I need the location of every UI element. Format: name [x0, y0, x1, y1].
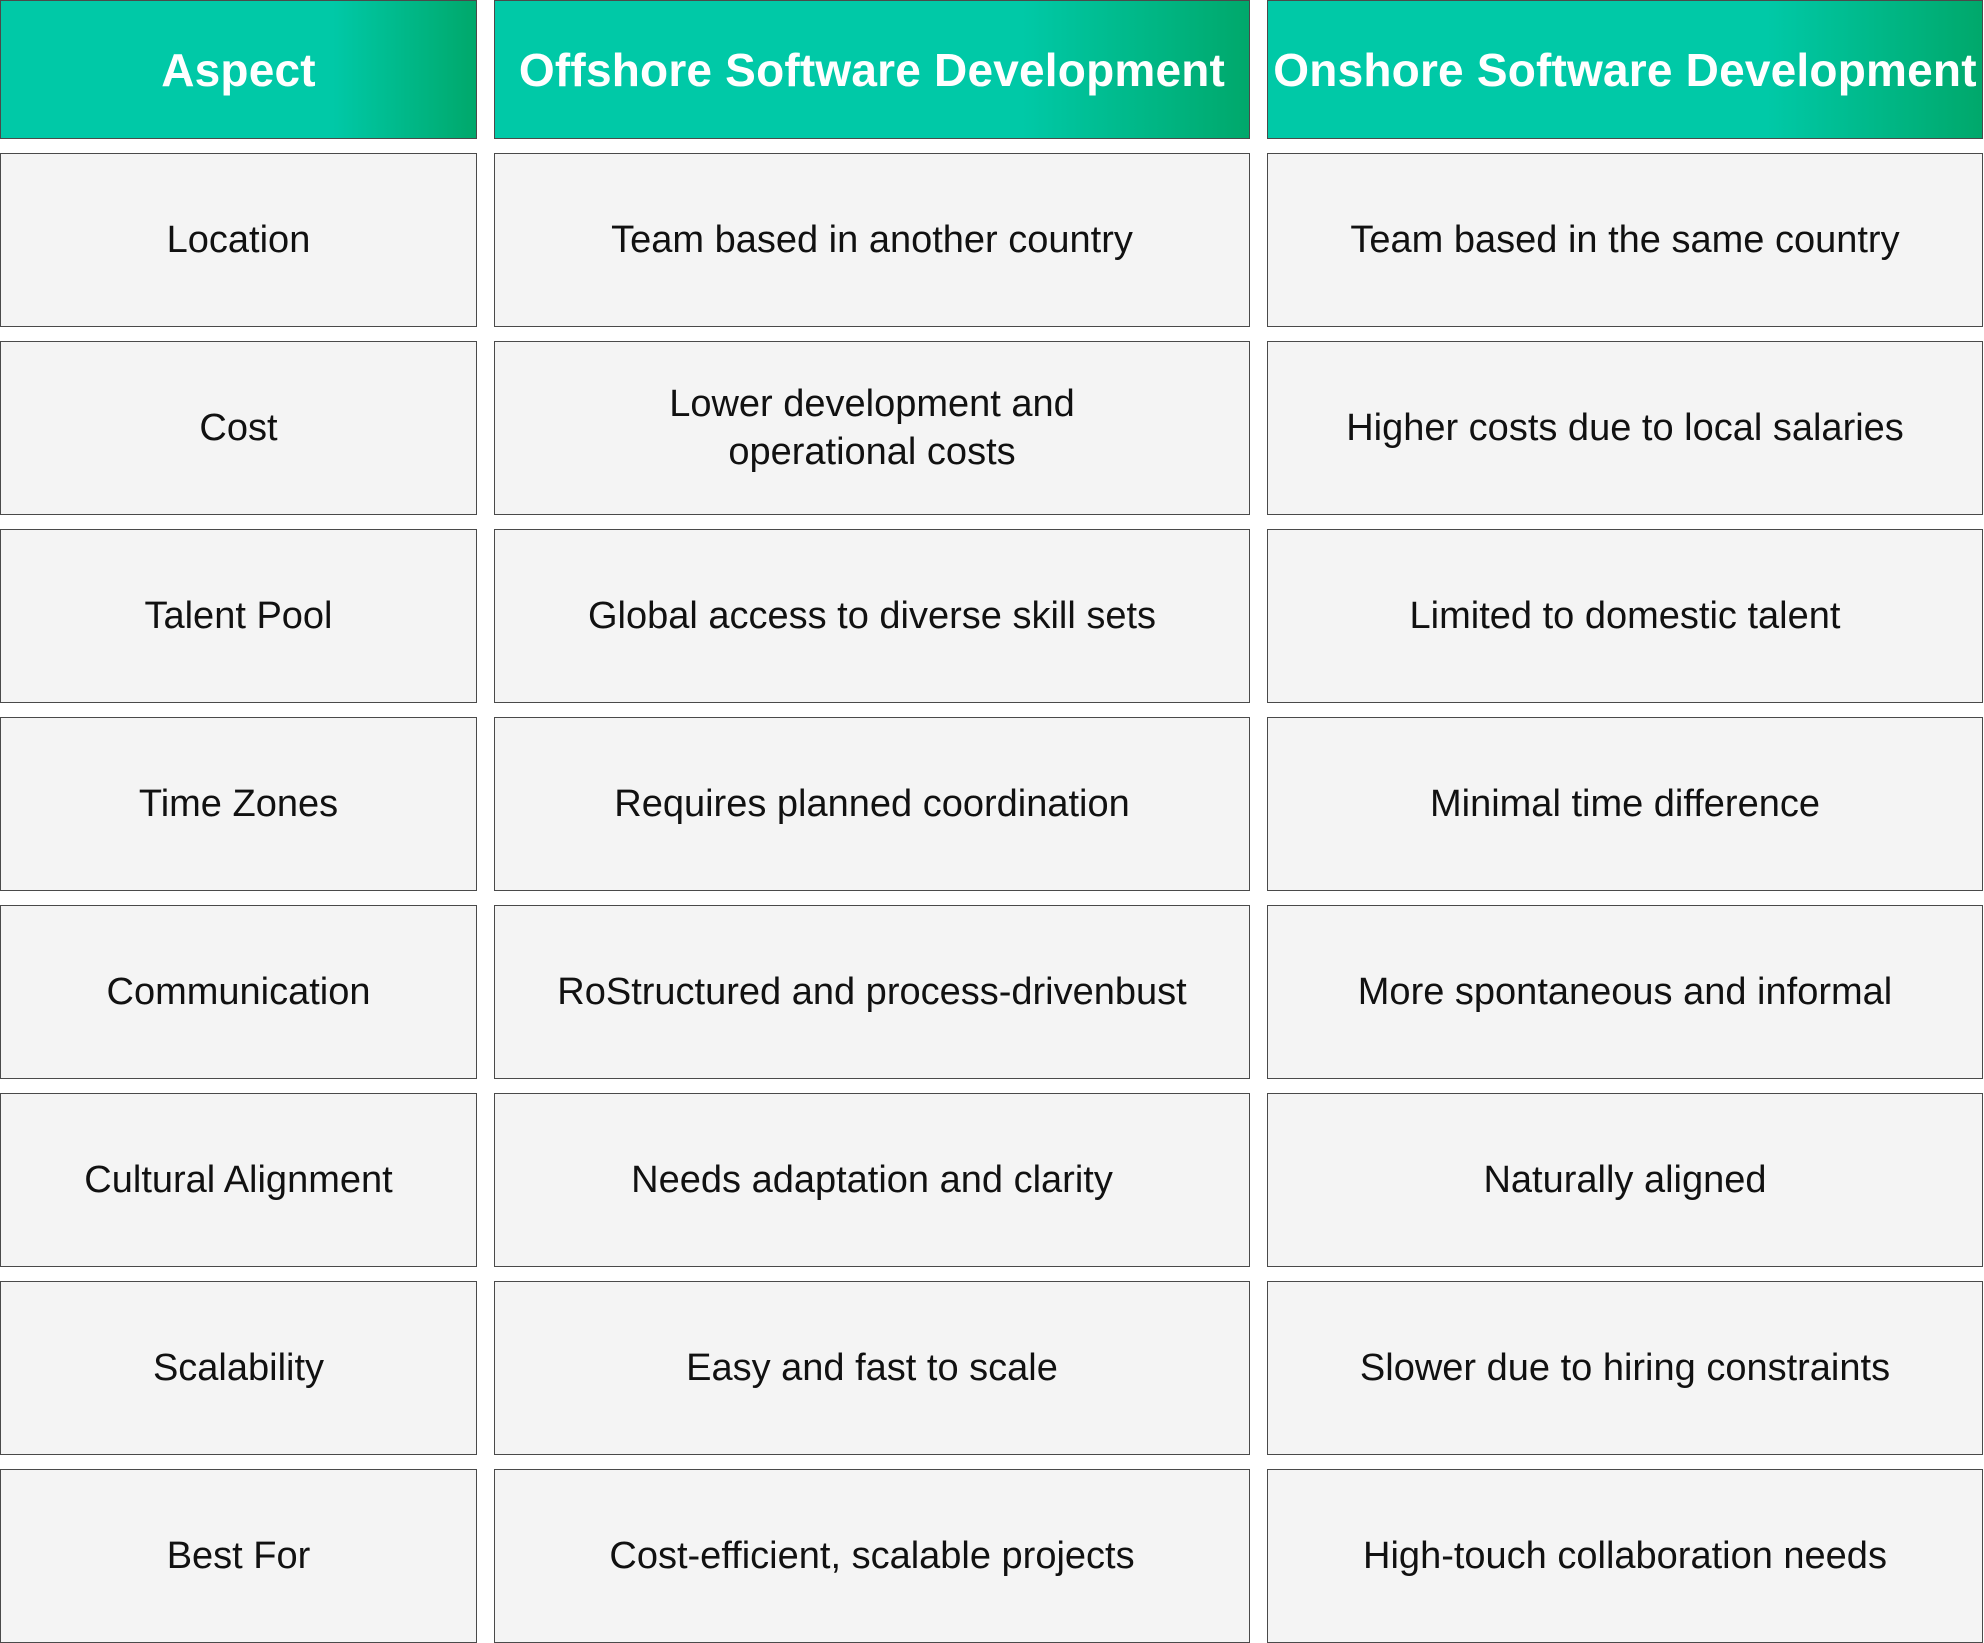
row-location-onshore: Team based in the same country	[1267, 153, 1983, 327]
row-cultural-alignment-onshore: Naturally aligned	[1267, 1093, 1983, 1267]
row-talent-pool-aspect: Talent Pool	[0, 529, 477, 703]
row-time-zones-offshore: Requires planned coordination	[494, 717, 1250, 891]
row-time-zones-onshore: Minimal time difference	[1267, 717, 1983, 891]
row-cost-onshore: Higher costs due to local salaries	[1267, 341, 1983, 515]
header-onshore: Onshore Software Development	[1267, 0, 1983, 139]
header-aspect: Aspect	[0, 0, 477, 139]
row-talent-pool-onshore: Limited to domestic talent	[1267, 529, 1983, 703]
row-talent-pool-offshore: Global access to diverse skill sets	[494, 529, 1250, 703]
row-communication-aspect: Communication	[0, 905, 477, 1079]
row-best-for-offshore: Cost-efficient, scalable projects	[494, 1469, 1250, 1643]
row-scalability-offshore: Easy and fast to scale	[494, 1281, 1250, 1455]
row-cost-offshore: Lower development and operational costs	[494, 341, 1250, 515]
row-cultural-alignment-aspect: Cultural Alignment	[0, 1093, 477, 1267]
row-location-offshore: Team based in another country	[494, 153, 1250, 327]
row-cultural-alignment-offshore: Needs adaptation and clarity	[494, 1093, 1250, 1267]
row-scalability-onshore: Slower due to hiring constraints	[1267, 1281, 1983, 1455]
row-time-zones-aspect: Time Zones	[0, 717, 477, 891]
row-scalability-aspect: Scalability	[0, 1281, 477, 1455]
row-cost-offshore-text: Lower development and operational costs	[669, 383, 1075, 473]
row-location-aspect: Location	[0, 153, 477, 327]
header-offshore: Offshore Software Development	[494, 0, 1250, 139]
row-best-for-onshore: High-touch collaboration needs	[1267, 1469, 1983, 1643]
row-cost-aspect: Cost	[0, 341, 477, 515]
row-communication-offshore: RoStructured and process-drivenbust	[494, 905, 1250, 1079]
row-communication-onshore: More spontaneous and informal	[1267, 905, 1983, 1079]
row-best-for-aspect: Best For	[0, 1469, 477, 1643]
